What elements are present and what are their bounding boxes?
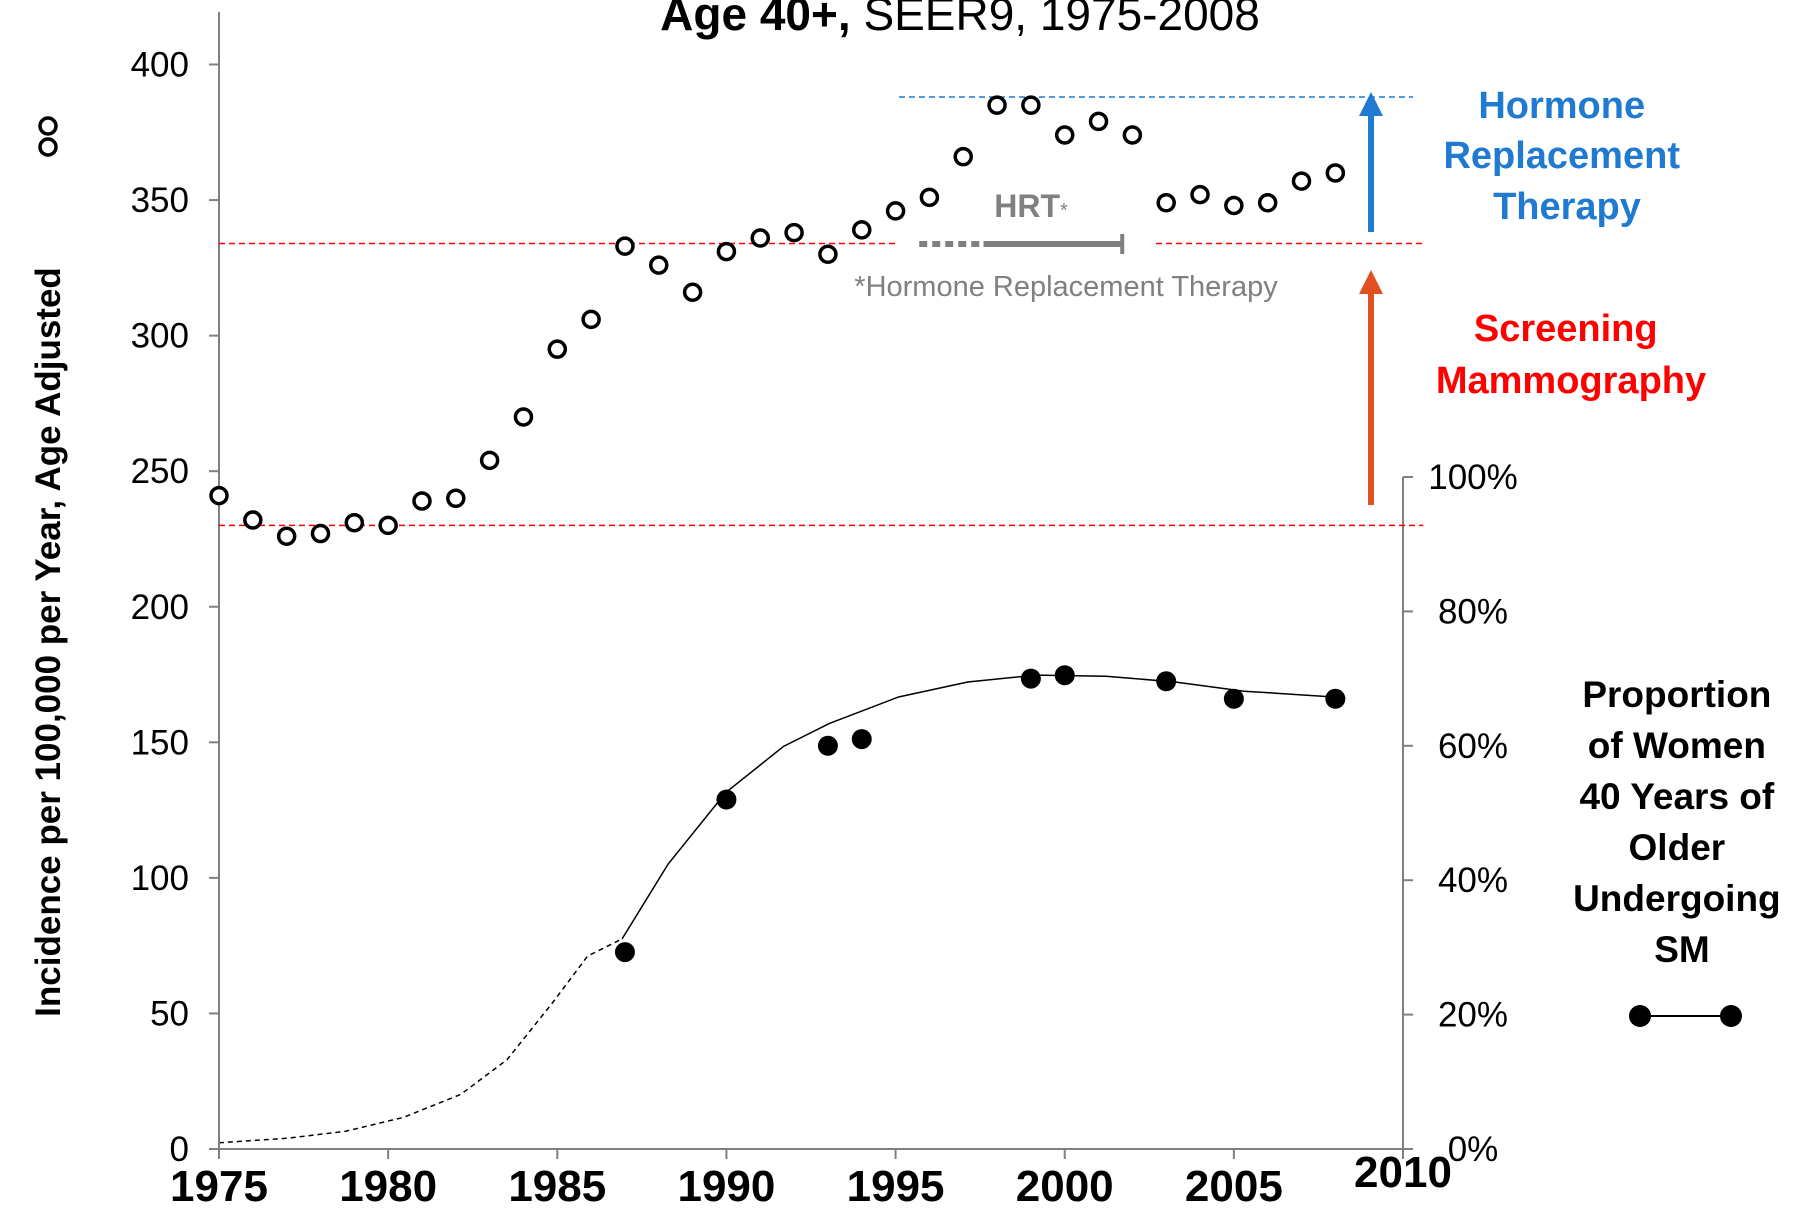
incidence-point xyxy=(1291,171,1312,191)
incidence-point xyxy=(1257,193,1278,213)
legend-symbol xyxy=(38,116,58,136)
y2-label-line: of Women xyxy=(1588,725,1766,766)
proportion-point xyxy=(1054,665,1075,686)
annotation-line: Hormone xyxy=(1478,85,1645,127)
annotation-line: Replacement xyxy=(1443,135,1680,177)
x-tick-label: 1980 xyxy=(339,1162,437,1211)
y2-axis-label: Proportion of Women 40 Years of Older Un… xyxy=(1573,674,1791,970)
hrt-note: *Hormone Replacement Therapy xyxy=(854,271,1278,303)
y-tick-label: 150 xyxy=(131,723,189,762)
incidence-point xyxy=(649,255,669,275)
fit-curve-observed xyxy=(622,675,1334,939)
y-tick-label: 100 xyxy=(131,859,189,898)
incidence-point xyxy=(209,485,229,506)
incidence-point xyxy=(446,488,466,509)
incidence-point xyxy=(818,244,838,265)
incidence-point xyxy=(750,228,771,248)
hrt-star: * xyxy=(1060,200,1068,222)
legend-symbol xyxy=(1629,1005,1651,1027)
fit-curve xyxy=(219,675,1334,1143)
y2-label-line: Undergoing xyxy=(1573,878,1781,919)
y-tick-label: 50 xyxy=(150,994,189,1033)
incidence-point xyxy=(716,241,737,262)
hrt-text: HRT xyxy=(994,188,1060,224)
incidence-point xyxy=(513,407,534,427)
screening-annotation: Screening Mammography xyxy=(1436,308,1706,402)
proportion-point xyxy=(817,735,838,756)
incidence-point xyxy=(1156,193,1176,213)
incidence-point xyxy=(1122,125,1143,145)
x-tick-label: 1990 xyxy=(677,1162,775,1211)
incidence-point xyxy=(851,220,872,240)
legend-symbol xyxy=(1720,1005,1742,1027)
incidence-point xyxy=(885,201,906,221)
y-tick-label: 400 xyxy=(131,46,189,85)
incidence-point xyxy=(953,146,973,167)
incidence-point xyxy=(615,236,635,256)
incidence-point xyxy=(1021,95,1041,115)
y-tick-label: 200 xyxy=(131,588,189,627)
incidence-point xyxy=(412,491,432,511)
proportion-point xyxy=(1156,671,1177,692)
annotation-line: Mammography xyxy=(1436,360,1706,402)
annotation-line: Therapy xyxy=(1493,186,1641,228)
y-tick-label: 300 xyxy=(131,317,189,356)
x-tick-label: 2005 xyxy=(1185,1162,1283,1211)
incidence-point xyxy=(378,515,398,536)
y-axis-label: Incidence per 100,000 per Year, Age Adju… xyxy=(29,267,68,1017)
proportion-point xyxy=(614,942,635,963)
y2-tick-label: 60% xyxy=(1438,727,1508,766)
proportion-point xyxy=(716,789,737,810)
hormone-annotation: Hormone Replacement Therapy xyxy=(1443,85,1690,228)
incidence-point xyxy=(344,512,365,533)
incidence-point xyxy=(581,309,601,330)
x-tick-label: 2000 xyxy=(1016,1162,1114,1211)
y-tick-label: 0 xyxy=(170,1130,189,1169)
y-tick-label: 350 xyxy=(131,181,189,220)
incidence-point xyxy=(919,187,940,208)
y2-tick-label: 20% xyxy=(1438,996,1508,1035)
proportion-point xyxy=(1325,688,1346,709)
incidence-point xyxy=(1190,184,1210,205)
y2-tick-label: 80% xyxy=(1438,592,1508,631)
y-tick-label: 250 xyxy=(131,452,189,491)
y2-tick-label: 40% xyxy=(1438,861,1508,900)
proportion-point xyxy=(851,729,872,750)
incidence-point xyxy=(1325,163,1346,183)
chart-title: Age 40+, SEER9, 1975-2008 xyxy=(660,0,1260,40)
incidence-point xyxy=(784,222,804,243)
incidence-point xyxy=(547,339,568,359)
incidence-point xyxy=(1224,195,1244,216)
incidence-point xyxy=(276,526,297,547)
legend-symbol xyxy=(38,137,58,157)
incidence-point xyxy=(310,523,331,544)
incidence-point xyxy=(987,95,1007,115)
x-tick-label: 1985 xyxy=(508,1162,606,1211)
proportion-point xyxy=(1020,668,1041,689)
title-bold: Age 40+, xyxy=(660,0,851,40)
y2-label-line: Proportion xyxy=(1582,674,1771,715)
incidence-point xyxy=(243,510,263,530)
title-rest: SEER9, 1975-2008 xyxy=(863,0,1259,40)
annotation-line: Screening xyxy=(1474,308,1658,350)
x-tick-label: 1995 xyxy=(847,1162,945,1211)
y2-tick-label: 0% xyxy=(1448,1130,1499,1169)
fit-curve-extrapolated xyxy=(219,939,622,1143)
y2-tick-label: 100% xyxy=(1428,458,1518,497)
incidence-point xyxy=(682,282,703,302)
incidence-point xyxy=(1054,125,1075,145)
x-tick-label: 1975 xyxy=(170,1162,268,1211)
y2-label-line: SM xyxy=(1654,929,1710,970)
x-tick-label: 2010 xyxy=(1354,1148,1452,1197)
hrt-label: HRT* xyxy=(994,188,1068,224)
proportion-point xyxy=(1223,688,1244,709)
incidence-point xyxy=(1088,111,1109,132)
incidence-point xyxy=(479,450,500,471)
y2-label-line: 40 Years of xyxy=(1579,776,1774,817)
y2-label-line: Older xyxy=(1629,827,1726,868)
